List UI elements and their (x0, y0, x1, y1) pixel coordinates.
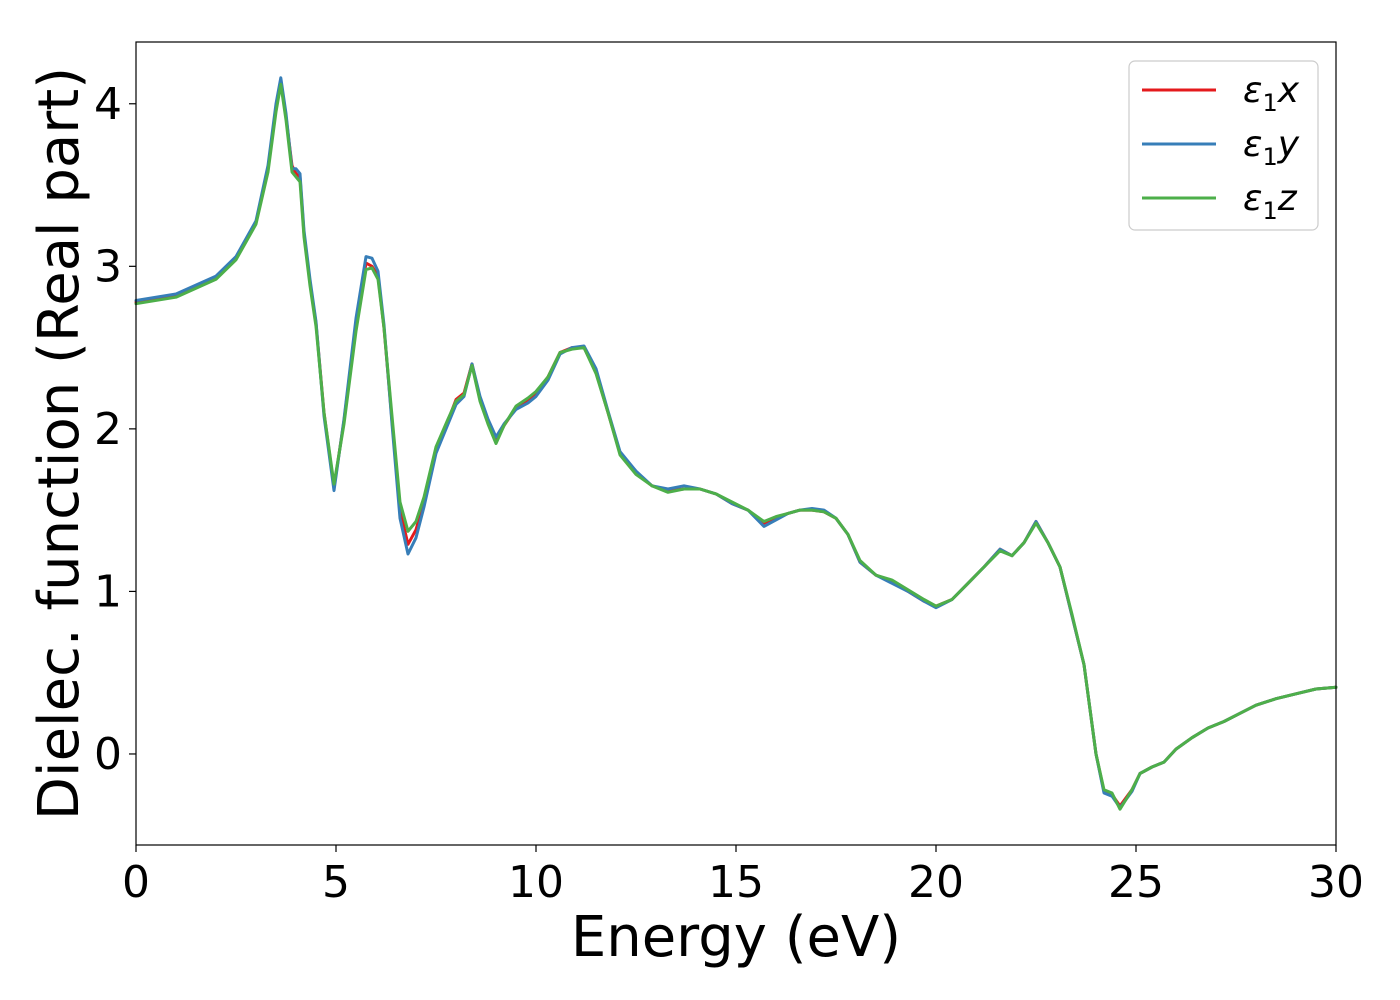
legend-label-y: ε1y (1243, 124, 1300, 171)
x-tick-label: 30 (1308, 857, 1364, 908)
y-axis-label: Dielec. function (Real part) (27, 67, 92, 820)
y-tick-label: 4 (94, 79, 122, 130)
x-axis-ticks: 0 5 10 15 20 25 30 (122, 845, 1364, 908)
x-tick-label: 25 (1108, 857, 1164, 908)
series-layer (134, 76, 1338, 811)
legend-label-x: ε1x (1243, 70, 1300, 117)
y-axis-ticks: 0 1 2 3 4 (94, 79, 136, 780)
y-tick-label: 2 (94, 404, 122, 455)
y-tick-label: 1 (94, 566, 122, 617)
legend-label-z: ε1z (1243, 178, 1298, 225)
x-tick-label: 0 (122, 857, 150, 908)
legend: ε1x ε1y ε1z (1128, 60, 1319, 231)
x-tick-label: 10 (508, 857, 564, 908)
series-line-z (134, 82, 1338, 811)
x-axis-label: Energy (eV) (571, 905, 901, 970)
x-tick-label: 5 (322, 857, 350, 908)
y-tick-label: 3 (94, 241, 122, 292)
x-tick-label: 15 (708, 857, 764, 908)
y-tick-label: 0 (94, 729, 122, 780)
x-tick-label: 20 (908, 857, 964, 908)
legend-box (1128, 60, 1319, 231)
